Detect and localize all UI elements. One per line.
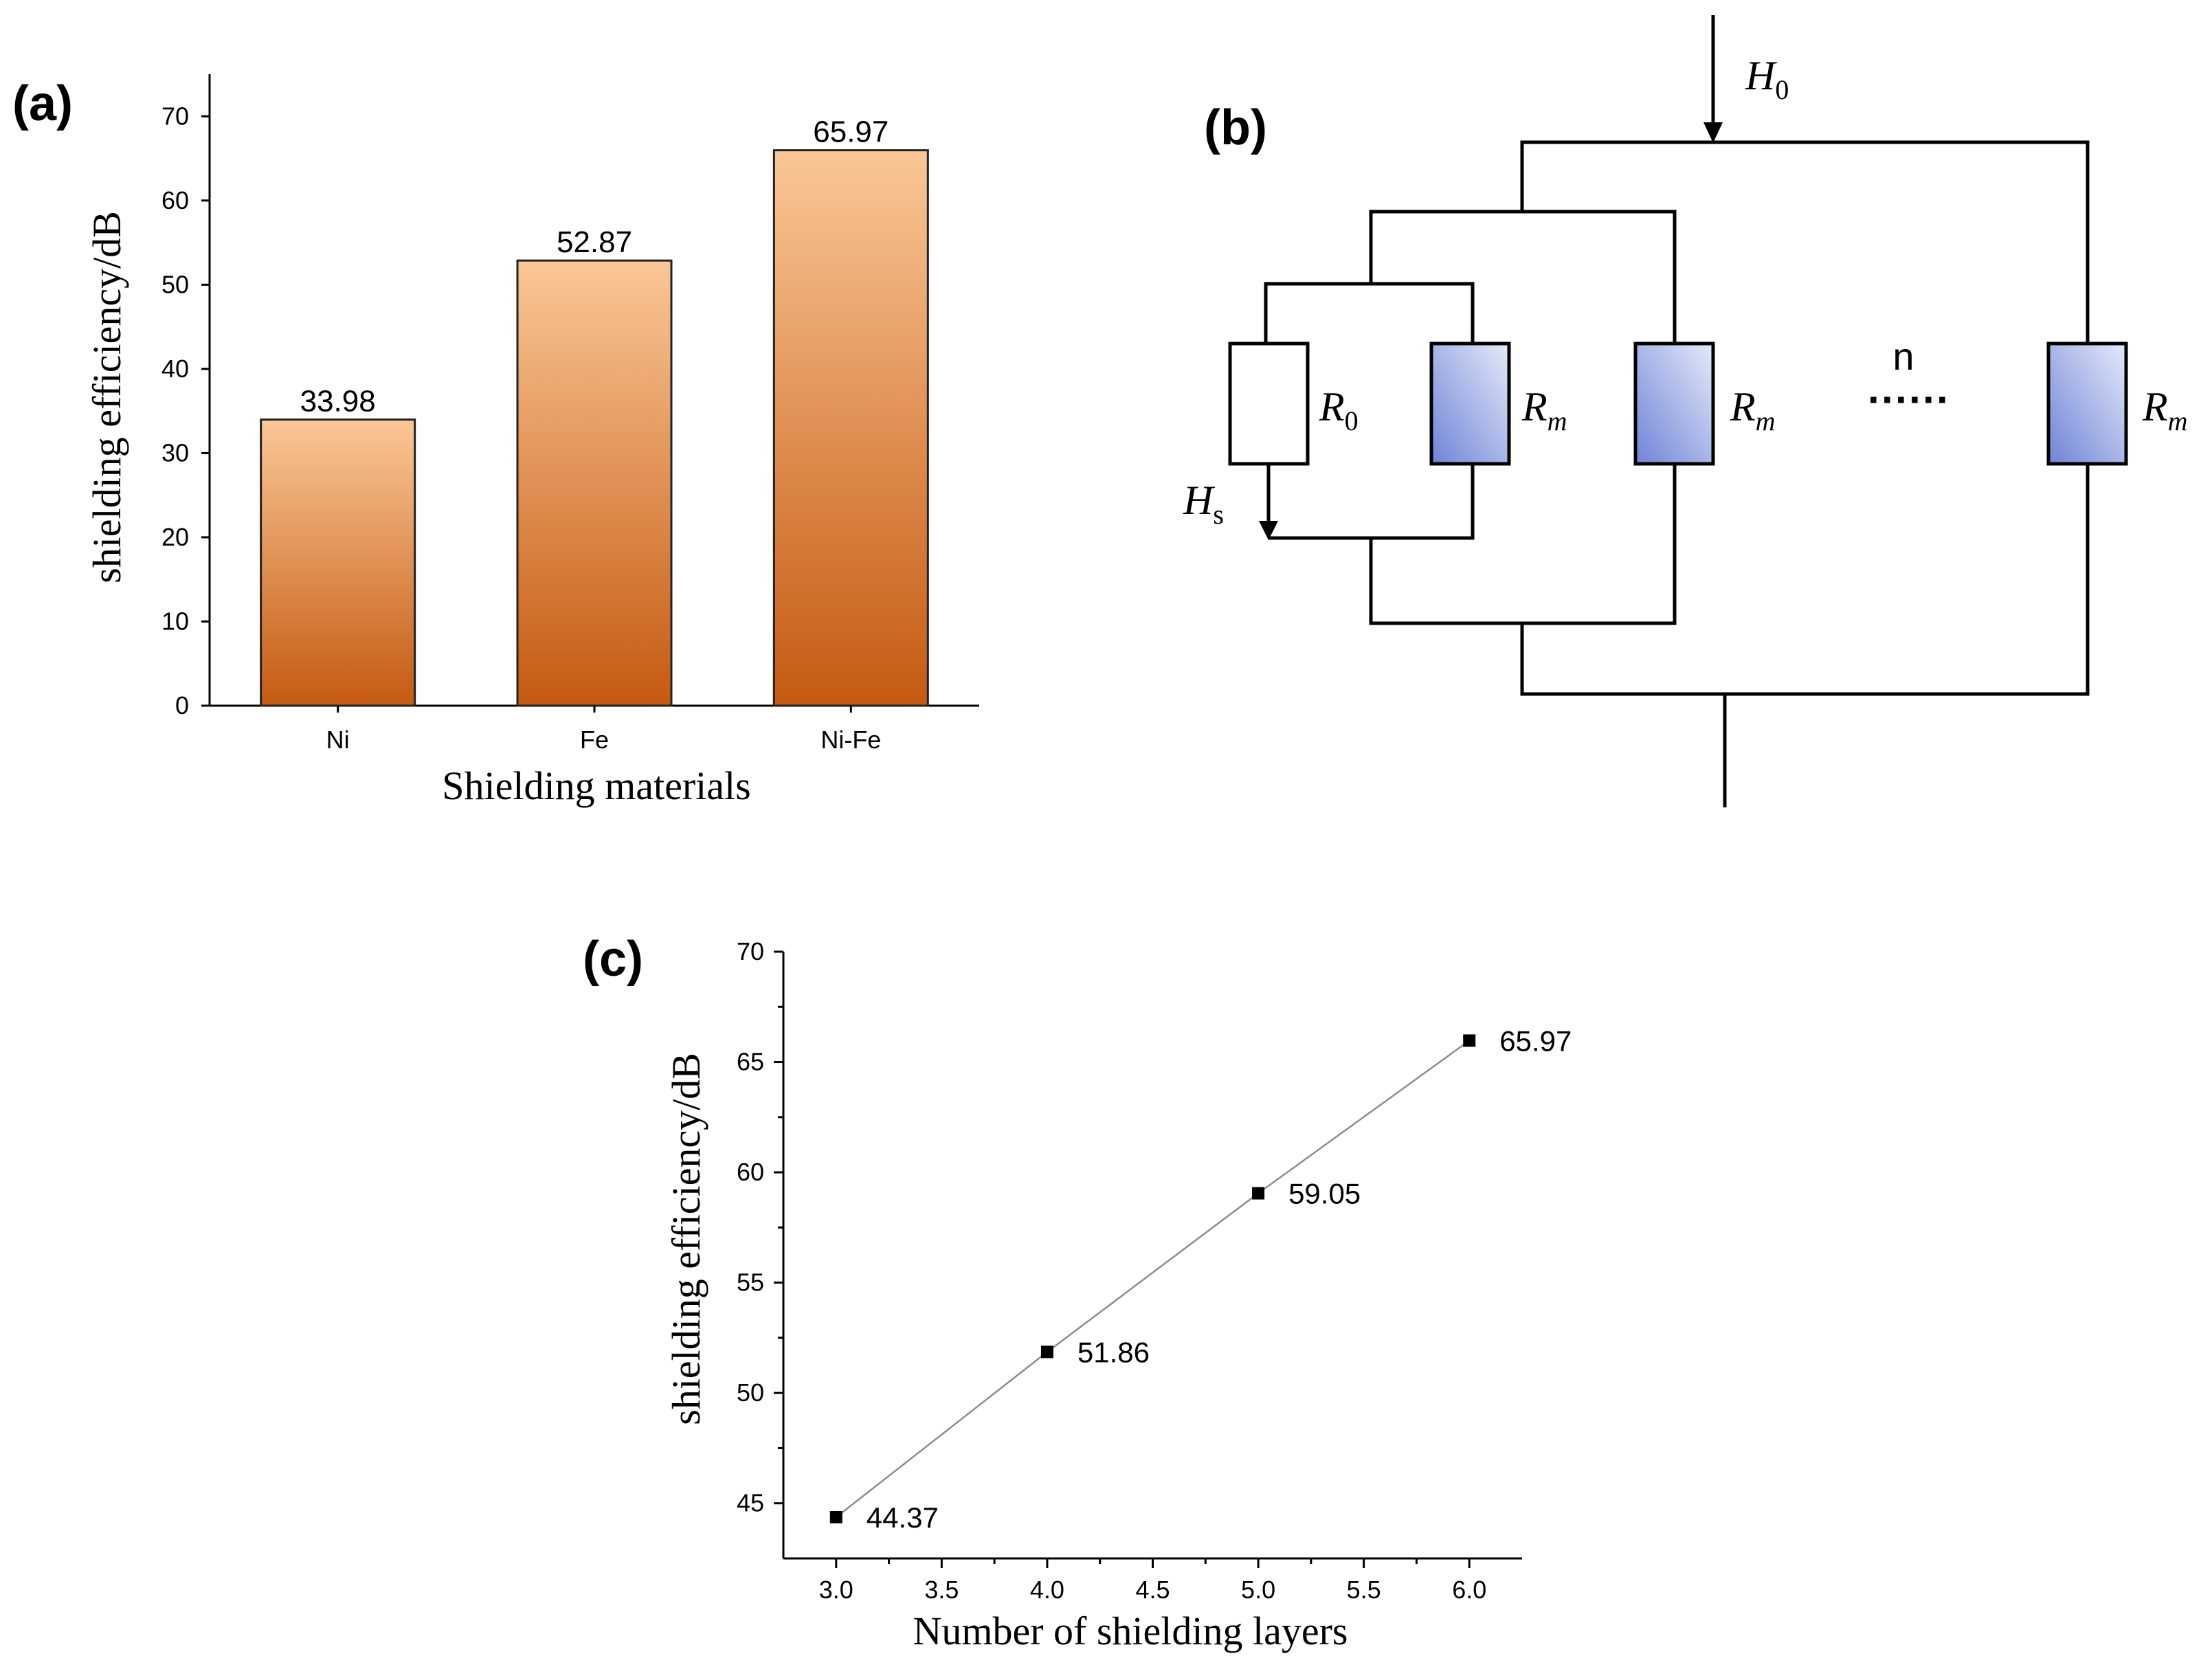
rm-label-n: Rm (2142, 384, 2188, 436)
line-chart-series-line (836, 1040, 1470, 1518)
line-chart-x-tick-label: 4.5 (1135, 1576, 1170, 1604)
line-chart-data-label: 65.97 (1499, 1025, 1572, 1057)
bar-chart-y-axis-title: shielding efficiency/dB (85, 211, 129, 583)
panel-c-label: (c) (583, 932, 643, 987)
line-chart-axes (782, 952, 1522, 1560)
r0-resistor (1228, 342, 1310, 466)
hs-arrow-icon (1259, 521, 1278, 540)
line-chart-x-tick-label: 3.0 (819, 1576, 853, 1604)
line-chart-y-axis-title: shielding efficiency/dB (664, 1053, 708, 1425)
bar-chart-y-tick-label: 60 (161, 186, 189, 214)
line-chart-x-tick-label: 5.0 (1241, 1576, 1275, 1604)
bar-chart-x-tick-label: Ni (326, 726, 350, 754)
line-chart-series (836, 1040, 1470, 1518)
line-chart-data-label: 44.37 (867, 1501, 939, 1534)
bar-fe (516, 259, 673, 707)
bar-chart-panel: (a) 0 10 20 30 40 50 60 70 33.98 52.87 65.97 Ni Fe… (12, 74, 979, 808)
line-chart-y-tick-label: 60 (737, 1158, 764, 1186)
bar-chart-bars: 33.98 52.87 65.97 (260, 115, 929, 707)
circuit-diagram-panel: (b) H0 R0 Rm Rm Rm n ······ Hs (1183, 15, 2188, 807)
inner-top-bus (1264, 282, 1475, 344)
h0-label: H0 (1745, 53, 1789, 105)
line-chart-x-tick-label: 6.0 (1452, 1576, 1486, 1604)
middle-top-bus (1369, 210, 1677, 344)
bar-chart-y-tick-label: 40 (161, 355, 189, 383)
rm-label-1: Rm (1521, 384, 1567, 436)
rm-resistor-1 (1429, 342, 1511, 466)
line-chart-panel: (c) 45 50 55 60 65 70 3.0 3.5 4.0 4.5 5.0 5.5 6.0 44… (583, 932, 1572, 1653)
line-chart-x-tick-label: 3.5 (924, 1576, 959, 1604)
bar-ni (260, 418, 416, 707)
bar-chart-x-tick-label: Fe (580, 726, 609, 754)
outer-top-bus (1520, 140, 2090, 344)
line-chart-point (1463, 1034, 1476, 1047)
bar-chart-y-tick-label: 70 (161, 102, 189, 130)
bar-ni-fe (772, 149, 929, 707)
bar-chart-y-tick-label: 20 (161, 523, 189, 551)
line-chart-point (1252, 1187, 1265, 1200)
line-chart-point (829, 1510, 842, 1523)
line-chart-point (1040, 1345, 1053, 1358)
panel-a-label: (a) (12, 76, 73, 131)
line-chart-x-tick-label: 5.5 (1347, 1576, 1381, 1604)
middle-bottom-bus (1369, 464, 1677, 625)
bar-data-label: 52.87 (557, 225, 632, 259)
bar-chart-x-tick-labels: Ni Fe Ni-Fe (326, 706, 881, 754)
line-chart-ticks: 45 50 55 60 65 70 3.0 3.5 4.0 4.5 5.0 5.5 6.0 (737, 937, 1486, 1604)
line-chart-x-axis-title: Number of shielding layers (913, 1609, 1348, 1653)
line-chart-data-label: 51.86 (1077, 1336, 1150, 1368)
rm-resistor-2 (1633, 342, 1715, 466)
line-chart-points: 44.37 51.86 59.05 65.97 (829, 1025, 1572, 1534)
line-chart-x-tick-label: 4.0 (1030, 1576, 1064, 1604)
line-chart-y-tick-label: 45 (737, 1489, 764, 1517)
rm-resistor-n (2046, 342, 2128, 466)
bar-chart-y-ticks: 0 10 20 30 40 50 60 70 (161, 102, 210, 719)
bar-data-label: 65.97 (813, 115, 889, 149)
bar-chart-x-tick-label: Ni-Fe (820, 726, 881, 754)
line-chart-y-tick-label: 50 (737, 1378, 764, 1407)
line-chart-y-tick-label: 65 (737, 1048, 764, 1076)
ellipsis-dots: ······ (1868, 377, 1950, 423)
bar-chart-y-tick-label: 10 (161, 607, 189, 635)
rm-label-2: Rm (1730, 384, 1776, 436)
line-chart-y-tick-label: 55 (737, 1268, 764, 1297)
outer-bottom-bus (1520, 464, 2090, 696)
line-chart-data-label: 59.05 (1288, 1178, 1361, 1210)
bar-chart-x-axis-title: Shielding materials (442, 763, 750, 808)
line-chart-y-tick-label: 70 (737, 937, 764, 965)
bar-chart-y-tick-label: 50 (161, 270, 189, 298)
n-label: n (1892, 335, 1914, 378)
bar-data-label: 33.98 (300, 385, 376, 418)
hs-label: Hs (1183, 478, 1224, 530)
bar-chart-y-tick-label: 0 (175, 691, 189, 719)
h0-arrow-icon (1703, 122, 1723, 143)
panel-b-label: (b) (1204, 100, 1267, 155)
inner-bottom-bus (1269, 464, 1475, 540)
r0-label: R0 (1319, 384, 1359, 436)
bar-chart-y-tick-label: 30 (161, 438, 189, 467)
